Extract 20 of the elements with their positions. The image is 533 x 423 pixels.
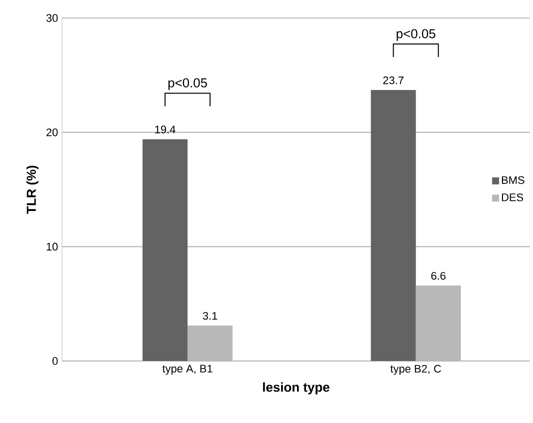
bar	[142, 139, 188, 361]
x-axis-title: lesion type	[263, 382, 330, 394]
annotation: p<0.05	[168, 78, 207, 90]
x-tick-label: type A, B1	[162, 364, 212, 375]
legend-label: DES	[502, 193, 524, 202]
data-label: 19.4	[155, 126, 176, 134]
annotation: p<0.05	[396, 29, 436, 41]
x-tick-label: type B2, C	[390, 364, 442, 375]
data-label: 3.1	[202, 312, 218, 320]
y-tick-label: 30	[46, 14, 58, 22]
legend-label: BMS	[502, 176, 524, 184]
bar	[188, 326, 233, 361]
y-tick-label: 0	[52, 357, 58, 365]
y-tick-label: 10	[46, 242, 58, 251]
y-axis-title: TLR (%)	[26, 166, 38, 214]
bar	[370, 90, 416, 361]
y-tick-label: 20	[46, 128, 58, 136]
bar	[416, 286, 461, 361]
data-label: 6.6	[431, 272, 446, 280]
data-label: 23.7	[383, 76, 404, 84]
